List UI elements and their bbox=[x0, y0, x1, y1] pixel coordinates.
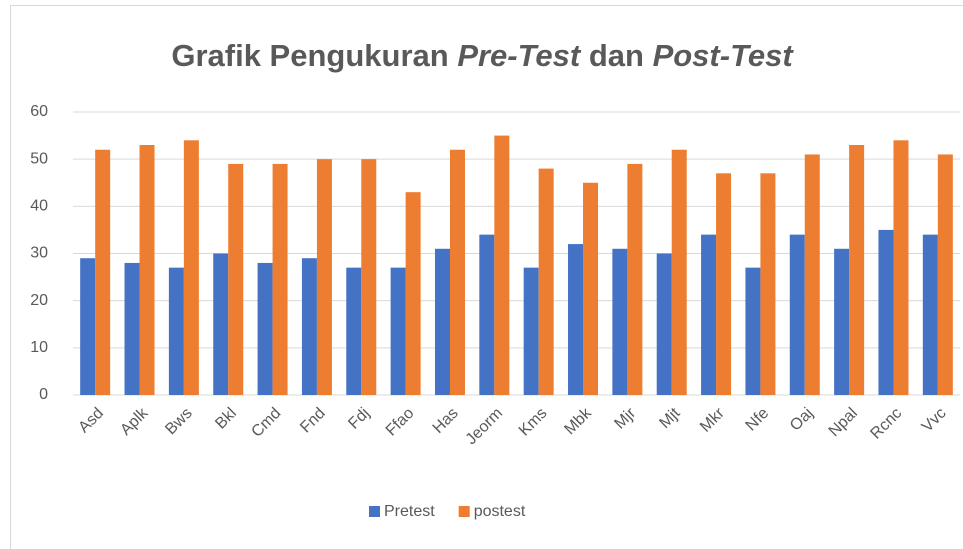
x-tick-label: Ffao bbox=[383, 405, 418, 440]
x-tick-label: Cmd bbox=[248, 405, 284, 441]
title-part: dan bbox=[580, 38, 652, 73]
y-tick-label: 50 bbox=[30, 150, 48, 167]
x-tick-label: Mkr bbox=[697, 404, 728, 435]
x-tick-label: Jeorm bbox=[463, 405, 506, 448]
y-tick-label: 30 bbox=[30, 245, 48, 262]
bar bbox=[168, 267, 184, 395]
bar bbox=[893, 140, 909, 395]
y-tick-label: 60 bbox=[30, 103, 48, 120]
bar bbox=[272, 163, 288, 395]
bar bbox=[701, 234, 717, 395]
legend-swatch bbox=[369, 506, 380, 517]
bar bbox=[627, 163, 643, 395]
bar bbox=[213, 253, 229, 395]
x-tick-label: Npal bbox=[826, 405, 861, 440]
bar bbox=[583, 182, 599, 395]
bar bbox=[834, 248, 850, 395]
legend-label: postest bbox=[474, 503, 526, 520]
bar bbox=[878, 229, 894, 395]
x-tick-label: Has bbox=[430, 405, 462, 437]
x-tick-label: Bws bbox=[162, 405, 195, 438]
bar bbox=[228, 163, 244, 395]
bar bbox=[346, 267, 362, 395]
y-tick-label: 0 bbox=[39, 386, 48, 403]
bar bbox=[316, 159, 332, 395]
x-tick-label: Mbk bbox=[561, 404, 595, 438]
bar bbox=[612, 248, 628, 395]
bar bbox=[671, 149, 687, 395]
bar bbox=[849, 145, 865, 395]
title-part: Grafik Pengukuran bbox=[171, 38, 457, 73]
bar bbox=[390, 267, 406, 395]
x-tick-label: Kms bbox=[516, 405, 551, 440]
x-tick-label: Rcnc bbox=[867, 405, 905, 443]
bar bbox=[804, 154, 820, 395]
bar bbox=[745, 267, 761, 395]
bar bbox=[183, 140, 199, 395]
x-tick-label: Mjr bbox=[611, 404, 639, 432]
legend-label: Pretest bbox=[384, 503, 435, 520]
title-part: Post-Test bbox=[653, 38, 795, 73]
bar bbox=[922, 234, 938, 395]
y-tick-label: 40 bbox=[30, 198, 48, 215]
bar bbox=[257, 262, 273, 395]
x-tick-label: Bkl bbox=[212, 405, 240, 433]
bar bbox=[80, 258, 96, 395]
x-tick-label: Nfe bbox=[743, 405, 773, 435]
bar bbox=[656, 253, 672, 395]
bar bbox=[124, 262, 140, 395]
chart-title: Grafik Pengukuran Pre-Test dan Post-Test bbox=[171, 38, 794, 73]
legend-swatch bbox=[458, 506, 470, 517]
bar bbox=[568, 244, 584, 395]
x-tick-label: Mjt bbox=[656, 404, 684, 432]
x-tick-label: Fdj bbox=[345, 405, 373, 433]
bar bbox=[538, 168, 554, 395]
bar bbox=[937, 154, 953, 395]
y-tick-label: 20 bbox=[30, 292, 48, 309]
x-tick-label: Asd bbox=[75, 405, 107, 437]
x-tick-label: Vvc bbox=[919, 405, 950, 436]
bar bbox=[523, 267, 539, 395]
bar bbox=[760, 173, 776, 395]
x-tick-label: Aplk bbox=[117, 404, 152, 439]
x-tick-label: Oaj bbox=[787, 405, 817, 435]
bar bbox=[716, 173, 732, 395]
bar bbox=[434, 248, 450, 395]
chart-frame bbox=[10, 5, 963, 549]
y-tick-label: 10 bbox=[30, 339, 48, 356]
bar bbox=[139, 145, 155, 395]
bar bbox=[301, 258, 317, 395]
bar bbox=[449, 149, 465, 395]
bar bbox=[361, 159, 377, 395]
bar bbox=[95, 149, 111, 395]
x-tick-label: Fnd bbox=[297, 405, 329, 437]
bar bbox=[789, 234, 805, 395]
bar bbox=[405, 192, 421, 395]
bar bbox=[494, 135, 510, 396]
title-part: Pre-Test bbox=[457, 38, 582, 73]
bar bbox=[479, 234, 495, 395]
